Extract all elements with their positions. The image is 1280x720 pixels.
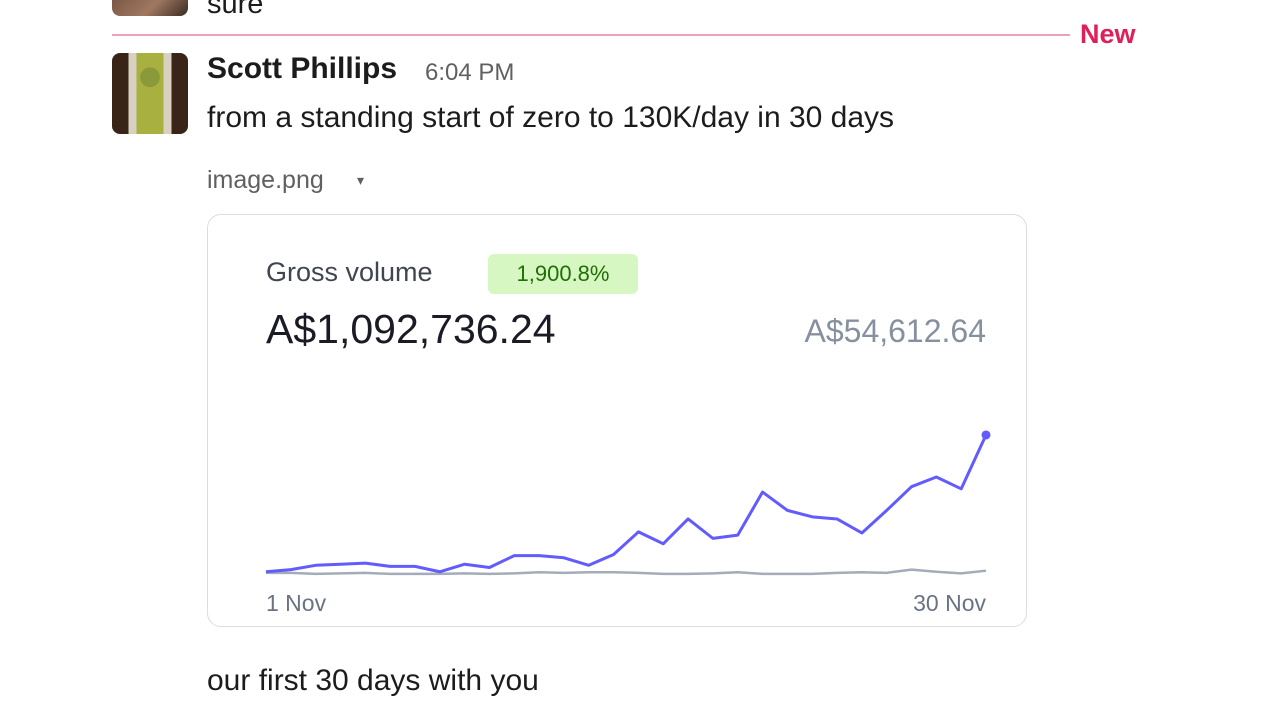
last-point-marker [981, 430, 991, 440]
image-attachment[interactable] [207, 214, 1027, 627]
previous-message-text: sure [207, 0, 264, 20]
current-period-line [265, 434, 988, 574]
message-timestamp[interactable]: 6:04 PM [425, 59, 515, 86]
attachment-filename[interactable]: image.png [207, 166, 324, 194]
previous-author-avatar[interactable] [112, 0, 188, 16]
previous-period-line [266, 568, 987, 576]
new-messages-label: New [1080, 19, 1136, 49]
chart-title: Gross volume [266, 257, 433, 287]
previous-total-value: A$54,612.64 [804, 313, 987, 349]
growth-badge: 1,900.8% [488, 254, 638, 294]
new-messages-divider [112, 34, 1070, 36]
x-tick-end: 30 Nov [913, 590, 986, 616]
avatar[interactable] [112, 53, 188, 134]
followup-message-text: our first 30 days with you [207, 664, 539, 697]
message-text: from a standing start of zero to 130K/da… [207, 101, 895, 134]
author-name[interactable]: Scott Phillips [207, 52, 398, 85]
total-value: A$1,092,736.24 [266, 306, 556, 352]
x-tick-start: 1 Nov [266, 590, 327, 616]
caret-down-icon[interactable]: ▾ [357, 172, 365, 188]
